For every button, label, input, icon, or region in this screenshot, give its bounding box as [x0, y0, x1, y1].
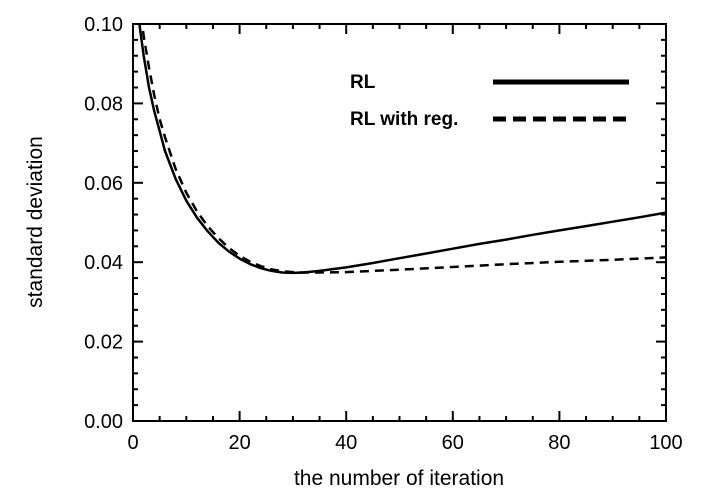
y-tick-label: 0.04 — [84, 252, 123, 274]
legend-label-rl-with-reg: RL with reg. — [350, 109, 458, 130]
series-lines — [138, 24, 666, 275]
y-tick-label: 0.02 — [84, 332, 123, 354]
tick-labels: 0 20 40 60 80 100 0.00 0.02 0.04 0.06 0.08 0.10 — [84, 14, 683, 454]
y-axis-label: standard deviation — [24, 136, 47, 308]
x-tick-label: 80 — [548, 432, 570, 454]
x-tick-label: 20 — [228, 432, 250, 454]
series-line-rl-with-reg — [140, 24, 666, 274]
x-axis-label: the number of iteration — [294, 467, 504, 490]
x-tick-label: 60 — [442, 432, 464, 454]
y-tick-label: 0.06 — [84, 173, 123, 195]
y-tick-label: 0.10 — [84, 14, 123, 36]
series-line-rl — [138, 24, 666, 275]
x-tick-label: 100 — [649, 432, 682, 454]
y-tick-label: 0.08 — [84, 93, 123, 115]
plot-frame — [132, 23, 667, 422]
legend-label-rl: RL — [350, 72, 376, 93]
y-tick-label: 0.00 — [84, 411, 123, 433]
legend: RL RL with reg. — [350, 72, 629, 130]
x-tick-label: 40 — [335, 432, 357, 454]
x-tick-label: 0 — [127, 432, 138, 454]
